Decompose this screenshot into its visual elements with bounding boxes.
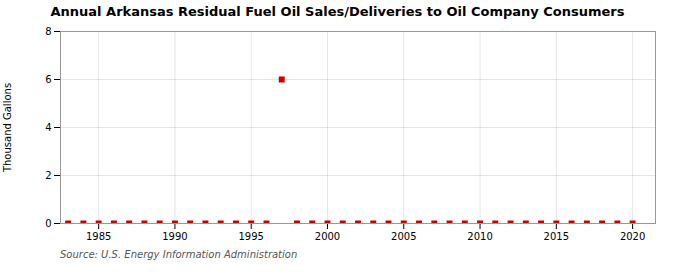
svg-text:6: 6 — [45, 74, 51, 85]
svg-text:2005: 2005 — [391, 231, 416, 242]
svg-text:0: 0 — [45, 218, 51, 229]
svg-text:2015: 2015 — [544, 231, 569, 242]
svg-text:1990: 1990 — [162, 231, 187, 242]
svg-text:2020: 2020 — [620, 231, 645, 242]
svg-text:1995: 1995 — [238, 231, 263, 242]
html-text:Source: U.S. Energy Informatio: Source: U.S. Energy Information Administ… — [60, 249, 298, 260]
svg-text:4: 4 — [45, 122, 51, 133]
svg-text:2: 2 — [45, 170, 51, 181]
svg-text:1985: 1985 — [86, 231, 111, 242]
html-text:Annual Arkansas Residual Fuel: Annual Arkansas Residual Fuel Oil Sales/… — [50, 4, 625, 19]
svg-text:8: 8 — [45, 26, 51, 37]
svg-text:2000: 2000 — [315, 231, 340, 242]
svg-text:Thousand Gallons: Thousand Gallons — [2, 83, 13, 173]
svg-text:2010: 2010 — [467, 231, 492, 242]
